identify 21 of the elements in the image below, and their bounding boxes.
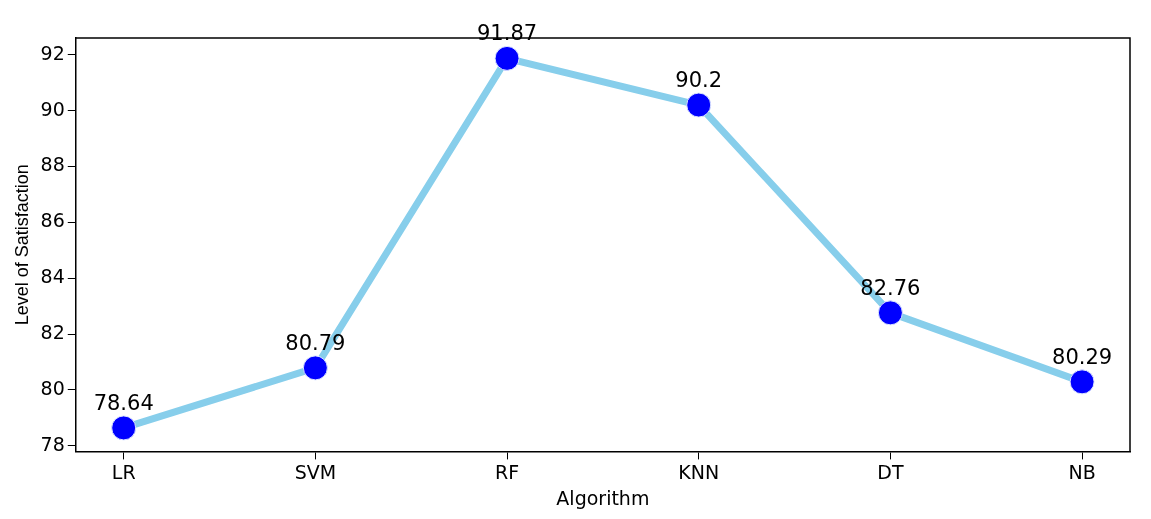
- data-label: 78.64: [93, 390, 154, 415]
- y-tick-label: 92: [40, 41, 65, 64]
- x-tick-label: RF: [494, 460, 520, 483]
- y-tick-label: 86: [40, 209, 65, 232]
- x-tick-label: KNN: [678, 460, 720, 483]
- x-tick-label: LR: [111, 460, 136, 483]
- x-tick-label: SVM: [294, 460, 337, 483]
- y-axis-title: Level of Satisfaction: [11, 164, 32, 326]
- y-tick-label: 78: [40, 432, 65, 455]
- y-tick-label: 80: [40, 376, 65, 399]
- data-label: 80.29: [1052, 344, 1113, 369]
- data-label: 82.76: [860, 275, 921, 300]
- y-tick-label: 84: [40, 265, 65, 288]
- x-tick-label: NB: [1068, 460, 1096, 483]
- y-tick-label: 88: [40, 153, 65, 176]
- data-label: 80.79: [285, 330, 346, 355]
- x-tick-label: DT: [877, 460, 904, 483]
- y-tick-label: 82: [40, 321, 65, 344]
- data-label: 90.2: [675, 67, 723, 92]
- x-axis-title: Algorithm: [556, 486, 650, 509]
- y-tick-label: 90: [40, 97, 65, 120]
